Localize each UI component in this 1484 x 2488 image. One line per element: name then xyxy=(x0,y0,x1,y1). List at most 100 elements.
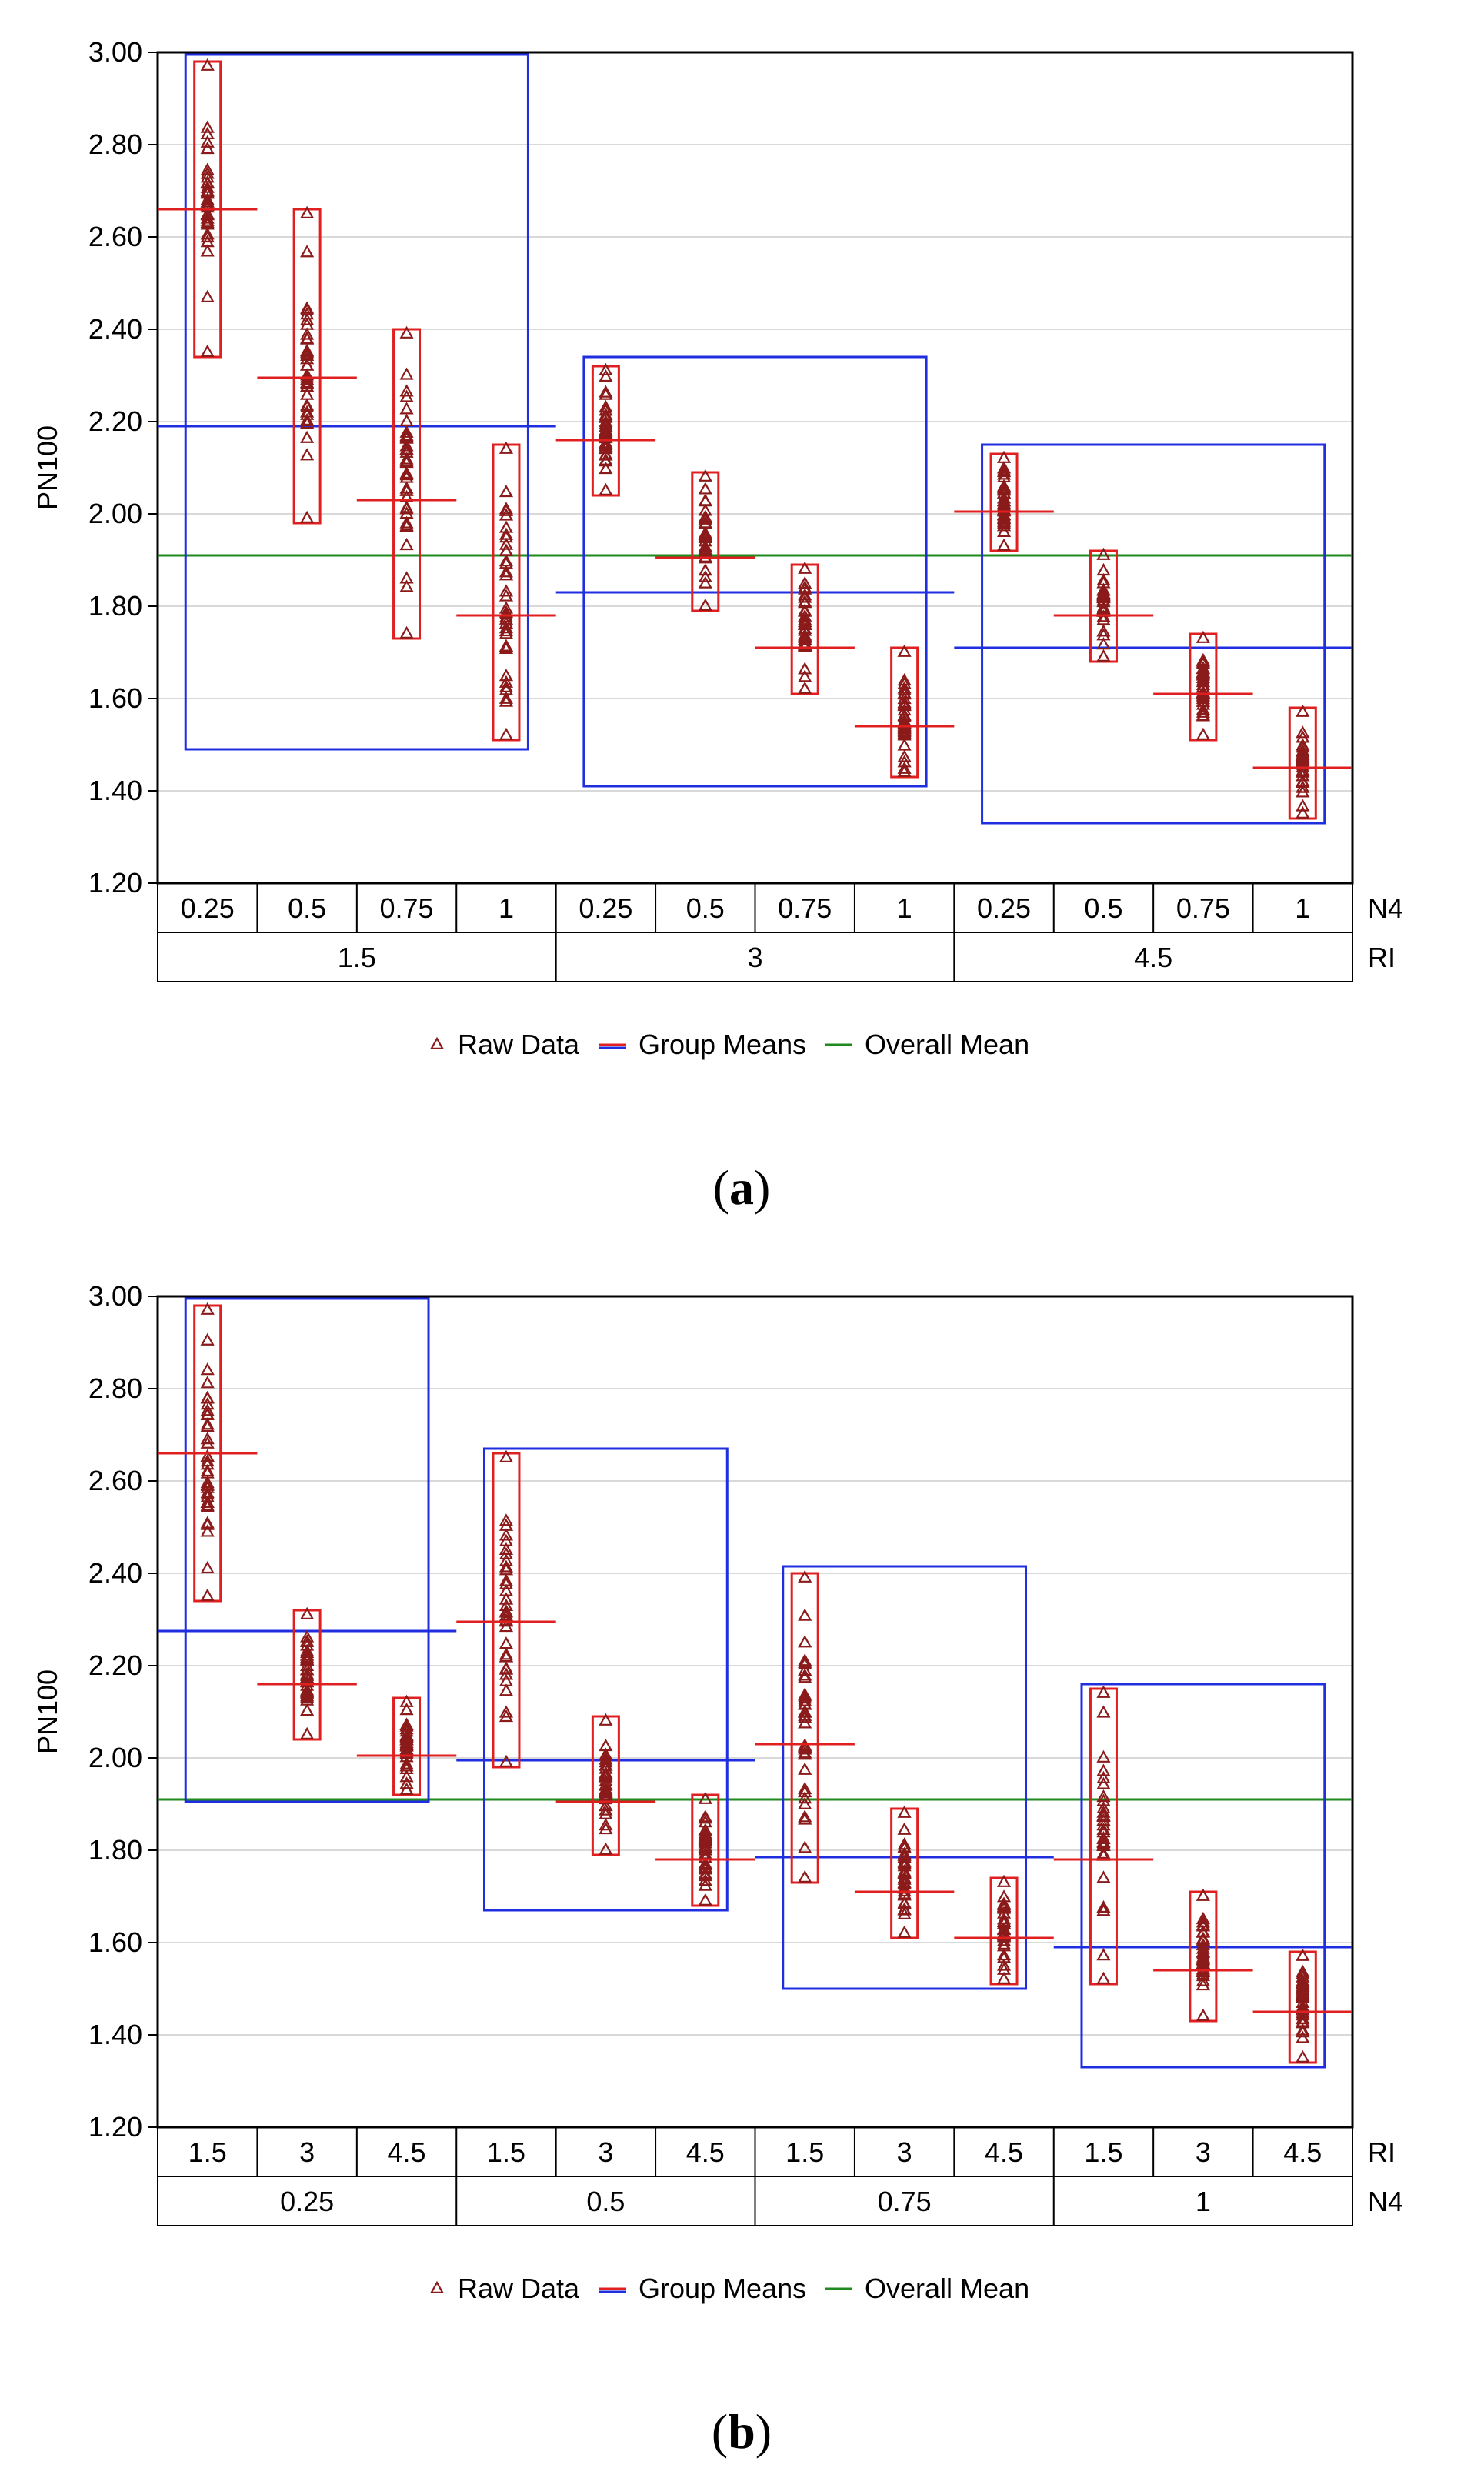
c0-raw-data-point xyxy=(399,367,414,380)
c0-raw-data-point xyxy=(996,485,1012,499)
c0-raw-data-point xyxy=(399,325,414,339)
c1-raw-data-point xyxy=(200,1419,215,1432)
c1-raw-data-point xyxy=(798,1781,812,1795)
c1-raw-data-point xyxy=(200,1432,215,1445)
c0-raw-data-point xyxy=(599,482,613,495)
c0-raw-data-point xyxy=(698,569,712,582)
c1-raw-data-point xyxy=(200,1560,215,1574)
c0-raw-data-point xyxy=(698,549,712,562)
c0-raw-data-point xyxy=(1196,705,1210,718)
c1-raw-data-point xyxy=(996,1874,1012,1887)
c0-raw-data-point xyxy=(300,379,315,392)
c1-raw-data-point xyxy=(200,1588,215,1601)
c0-raw-data-point xyxy=(300,358,315,371)
c1-raw-data-point xyxy=(798,1739,812,1753)
c0-raw-data-point xyxy=(1096,587,1111,600)
c0-raw-data-point xyxy=(399,428,414,441)
c0-raw-data-point xyxy=(300,387,315,400)
c0-raw-data-point xyxy=(1196,702,1210,715)
c0-raw-data-point xyxy=(200,344,215,357)
c1-raw-data-point xyxy=(996,1899,1012,1913)
c1-raw-data-point xyxy=(1096,1776,1111,1789)
panel-a: 1.20 1.40 1.60 1.80 2.00 2.20 2.40 2.60 2.80 3.00… xyxy=(32,36,1403,1215)
c1-raw-data-point xyxy=(798,1653,812,1666)
c0-raw-data-point xyxy=(499,508,514,521)
c1-raw-data-point xyxy=(499,1705,514,1718)
c0-raw-data-point xyxy=(499,554,514,567)
c0-raw-data-point xyxy=(499,621,514,634)
c1-raw-data-point xyxy=(499,1513,514,1526)
c0-raw-data-point xyxy=(200,289,215,302)
c1-raw-data-point xyxy=(399,1724,414,1737)
c0-raw-data-point xyxy=(698,542,712,555)
c0-raw-data-point xyxy=(698,482,712,495)
c0-raw-data-point xyxy=(1096,649,1111,662)
c1-raw-data-point xyxy=(499,1553,514,1566)
c1-raw-data-point xyxy=(698,1873,712,1886)
c0-inner-factor-label: 0.25 xyxy=(181,892,235,924)
c1-raw-data-point xyxy=(798,1791,812,1804)
c1-raw-data-point xyxy=(399,1776,414,1789)
c0-raw-data-point xyxy=(200,229,215,242)
c1-cell-group xyxy=(257,1606,357,1741)
c0-raw-data-point xyxy=(599,362,613,375)
c0-raw-data-point xyxy=(300,301,315,314)
c0-raw-data-point xyxy=(599,424,613,438)
c0-raw-data-point xyxy=(399,625,414,639)
c0-cell-group xyxy=(456,441,556,742)
c0-cell-group xyxy=(655,469,755,612)
c0-raw-data-point xyxy=(300,399,315,412)
c1-raw-data-point xyxy=(798,1812,812,1825)
c1-raw-data-point xyxy=(599,1713,613,1726)
c0-outer-factor-name: RI xyxy=(1368,942,1396,973)
c0-raw-data-point xyxy=(399,384,414,397)
c0-raw-data-point xyxy=(1296,774,1310,787)
c0-group-range-box xyxy=(184,53,529,751)
c0-cell-group xyxy=(158,58,258,359)
c1-raw-data-point xyxy=(499,1683,514,1696)
c1-raw-data-point xyxy=(698,1893,712,1906)
c1-outer-factor-name: N4 xyxy=(1368,2186,1403,2217)
c1-raw-data-point xyxy=(200,1454,215,1467)
c0-raw-data-point xyxy=(798,588,812,601)
c1-inner-factor-label: 4.5 xyxy=(388,2136,426,2168)
c1-raw-data-point xyxy=(499,1576,514,1589)
c1-raw-data-point xyxy=(300,1703,315,1716)
c1-inner-factor-label: 1.5 xyxy=(188,2136,227,2168)
c1-raw-data-point xyxy=(499,1647,514,1660)
c0-raw-data-point xyxy=(399,468,414,481)
c1-group-range-box xyxy=(1080,1683,1326,2069)
c0-raw-data-point xyxy=(897,738,912,751)
c1-raw-data-point xyxy=(1196,1978,1210,1991)
c1-raw-data-point xyxy=(897,1805,912,1818)
c0-raw-data-point xyxy=(499,556,514,569)
c0-raw-data-point xyxy=(399,537,414,551)
c1-raw-data-point xyxy=(200,1302,215,1315)
c0-y-tick-label: 1.40 xyxy=(88,775,142,806)
c1-raw-data-point xyxy=(200,1332,215,1346)
c1-raw-data-point xyxy=(399,1761,414,1775)
c1-raw-data-point xyxy=(499,1667,514,1680)
c0-raw-data-point xyxy=(698,598,712,611)
c0-raw-data-point xyxy=(996,496,1012,509)
c0-raw-data-point xyxy=(1296,805,1310,819)
c0-raw-data-point xyxy=(698,493,712,506)
c1-y-tick-label: 1.40 xyxy=(88,2019,142,2050)
c0-raw-data-point xyxy=(300,312,315,325)
c0-raw-data-point xyxy=(300,510,315,523)
chart-b: 1.20 1.40 1.60 1.80 2.00 2.20 2.40 2.60 2.80 3.00… xyxy=(32,1280,1403,2459)
c0-raw-data-point xyxy=(200,183,215,196)
c1-raw-data-point xyxy=(200,1391,215,1404)
c1-raw-data-point xyxy=(1096,1948,1111,1961)
c0-raw-data-point xyxy=(1096,547,1111,560)
c1-raw-data-point xyxy=(897,1822,912,1835)
c0-raw-data-point xyxy=(399,402,414,415)
c1-raw-data-point xyxy=(300,1648,315,1661)
c1-cell-group xyxy=(1252,1948,1352,2064)
c0-raw-data-point xyxy=(200,141,215,155)
c0-raw-data-point xyxy=(897,676,912,689)
c0-raw-data-point xyxy=(399,452,414,465)
c0-y-tick-label: 2.60 xyxy=(88,221,142,252)
c1-raw-data-point xyxy=(798,1691,812,1704)
c1-raw-data-point xyxy=(499,1546,514,1559)
